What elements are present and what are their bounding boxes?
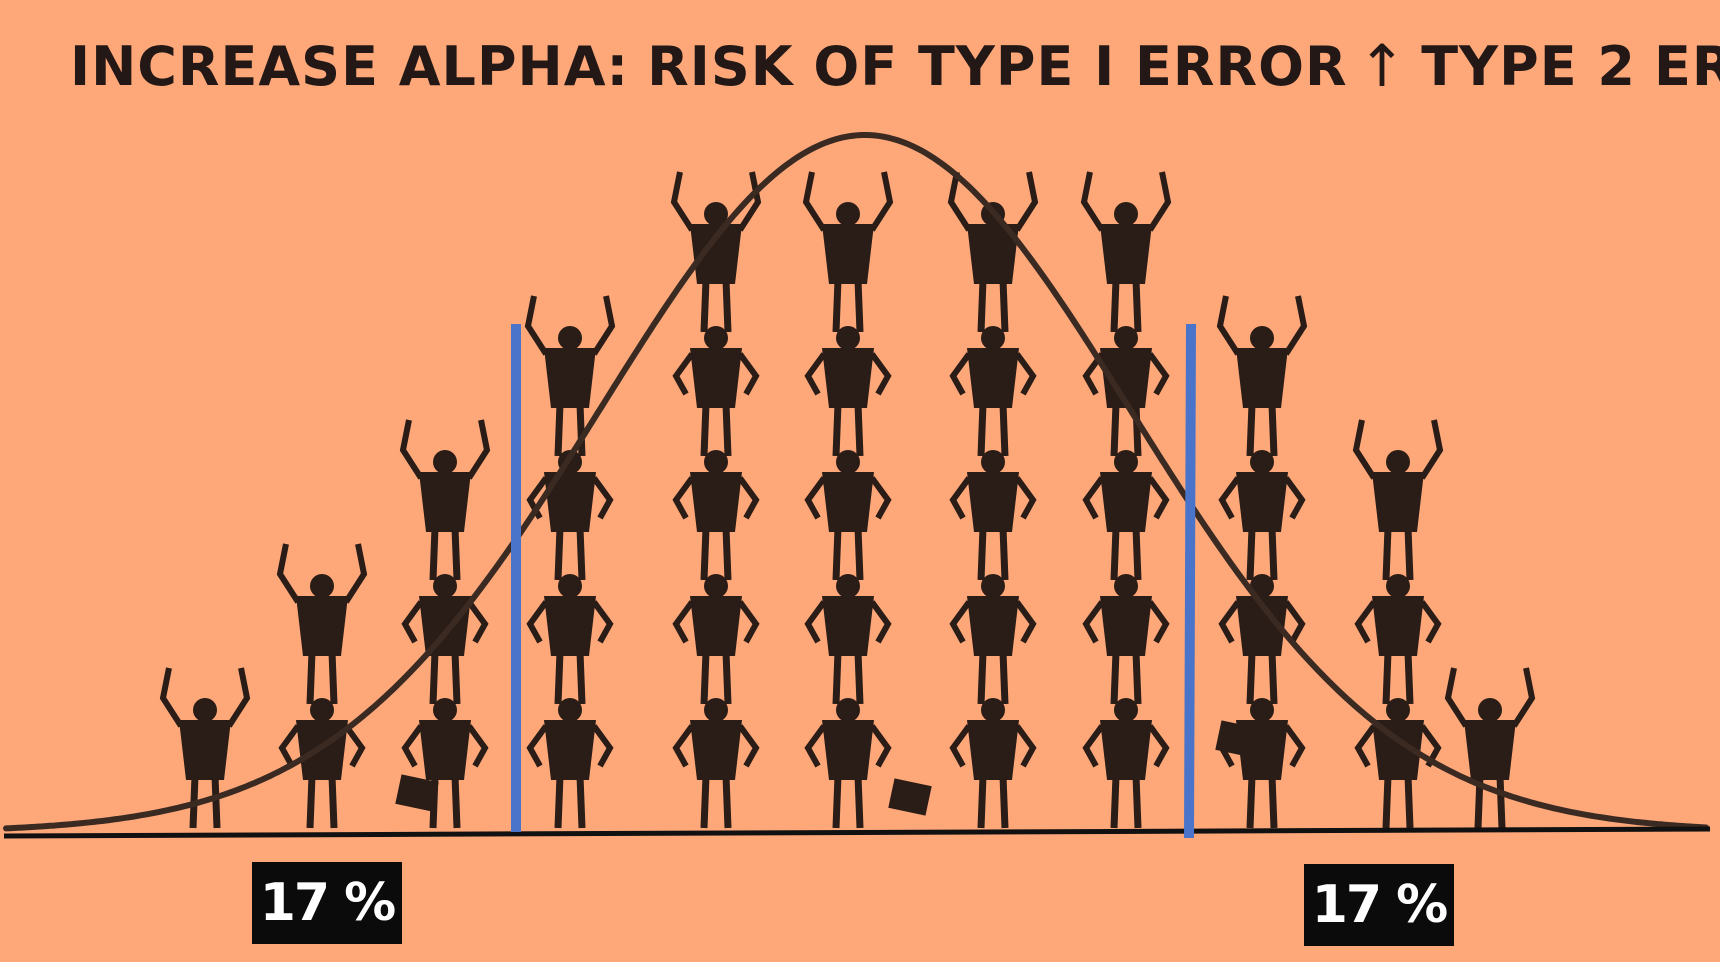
human-figure-icon [1354, 574, 1442, 705]
left-tail-label: 17 % [252, 862, 402, 944]
human-figure-icon [804, 450, 892, 581]
title-colon: : [606, 34, 630, 98]
human-figure-icon [949, 450, 1037, 581]
briefcase-icon [1215, 720, 1259, 758]
human-figure-icon [1082, 450, 1170, 581]
human-figure-icon [524, 295, 616, 457]
human-figure-icon [526, 574, 614, 705]
bell-curve [3, 132, 1709, 832]
human-figure-icon [949, 698, 1037, 829]
human-figure-icon [1218, 450, 1306, 581]
briefcase-icon [888, 778, 932, 816]
up-arrow-icon: ↑ [1357, 32, 1408, 100]
human-figure-icon [1082, 698, 1170, 829]
baseline-axis [3, 826, 1711, 839]
human-figure-icon [1216, 295, 1308, 457]
human-figure-icon [949, 326, 1037, 457]
human-figure-icon [804, 574, 892, 705]
right-critical-line [1184, 323, 1196, 839]
title-error: ERROR [1653, 34, 1720, 98]
human-figure-icon [804, 698, 892, 829]
human-figure-icon [1354, 698, 1442, 829]
right-tail-label: 17 % [1304, 864, 1454, 946]
human-figure-icon [672, 698, 760, 829]
human-figure-icon [804, 326, 892, 457]
people-stacks [159, 171, 1536, 829]
human-figure-icon [1080, 171, 1172, 333]
page-title: INCREASE ALPHA : RISK OF TYPE I ERROR ↑ … [70, 26, 1720, 106]
human-figure-icon [1082, 326, 1170, 457]
title-type1-risk: RISK OF TYPE I ERROR [647, 34, 1348, 98]
human-figure-icon [1218, 698, 1306, 829]
human-figure-icon [401, 574, 489, 705]
human-figure-icon [159, 667, 251, 829]
human-figure-icon [672, 326, 760, 457]
human-figure-icon [802, 171, 894, 333]
human-figure-icon [672, 450, 760, 581]
human-figure-icon [526, 450, 614, 581]
human-figure-icon [1218, 574, 1306, 705]
human-figure-icon [949, 574, 1037, 705]
human-figure-icon [670, 171, 762, 333]
human-figure-icon [276, 543, 368, 705]
human-figure-icon [399, 419, 491, 581]
human-figure-icon [401, 698, 489, 829]
human-figure-icon [1082, 574, 1170, 705]
briefcase-icon [395, 774, 439, 812]
title-type2: TYPE 2 [1421, 34, 1636, 98]
human-figure-icon [1352, 419, 1444, 581]
human-figure-icon [1444, 667, 1536, 829]
title-increase-alpha: INCREASE ALPHA [70, 34, 607, 98]
human-figure-icon [672, 574, 760, 705]
human-figure-icon [526, 698, 614, 829]
